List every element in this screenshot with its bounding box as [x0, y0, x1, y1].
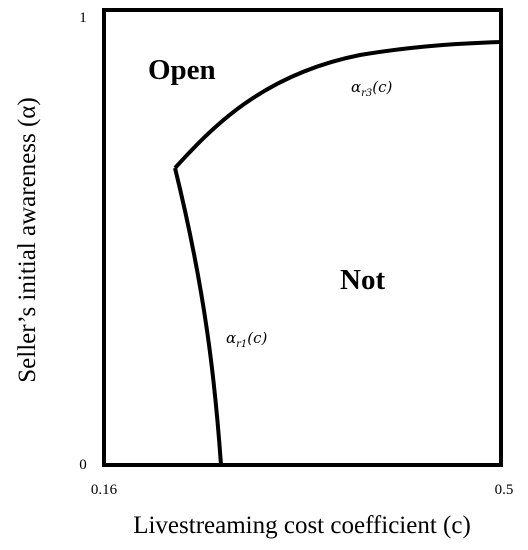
curve-label-r1-subscript: r1 — [236, 339, 247, 350]
y-tick-top: 1 — [79, 10, 87, 26]
threshold-curve-r1 — [173, 167, 223, 466]
curve-label-r3-arg: (c) — [372, 78, 392, 96]
y-axis-title: Seller’s initial awareness (α) — [14, 97, 41, 382]
y-tick-bottom: 0 — [79, 457, 87, 473]
curve-label-r3-greek: α — [351, 78, 361, 96]
plot-frame — [102, 8, 503, 467]
x-tick-left: 0.16 — [91, 482, 118, 498]
curve-label-r1-greek: α — [226, 329, 236, 347]
curve-label-r1: αr1(c) — [226, 329, 268, 350]
curve-label-r3-subscript: r3 — [361, 88, 372, 99]
region-label-open: Open — [148, 54, 216, 86]
x-tick-right: 0.5 — [495, 482, 514, 498]
threshold-curve-r3 — [173, 40, 502, 170]
curve-label-r3: αr3(c) — [351, 78, 393, 99]
region-label-not: Not — [340, 264, 385, 296]
curve-label-r1-arg: (c) — [247, 329, 267, 347]
x-axis-title: Livestreaming cost coefficient (c) — [133, 512, 471, 539]
